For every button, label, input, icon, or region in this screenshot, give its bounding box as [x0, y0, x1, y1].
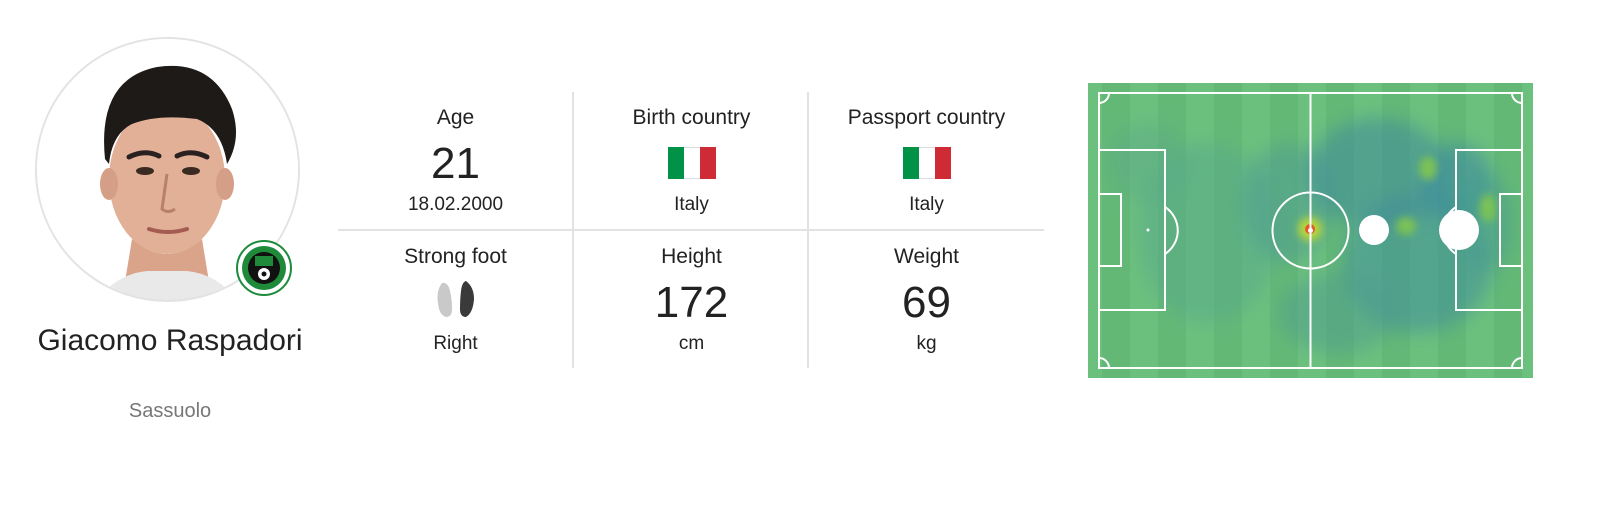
player-name: Giacomo Raspadori — [37, 324, 303, 357]
player-heatmap — [1088, 83, 1533, 378]
stat-country-name: Italy — [909, 194, 944, 215]
player-card: Giacomo Raspadori Sassuolo — [0, 0, 340, 506]
player-photo — [35, 37, 300, 302]
stat-value: 69 — [902, 278, 951, 327]
stat-age: Age 21 18.02.2000 — [338, 92, 573, 230]
heatmap-marker — [1439, 210, 1479, 250]
grid-divider-horizontal — [338, 229, 1044, 231]
stat-birth-country: Birth country Italy — [574, 92, 809, 230]
stat-label: Strong foot — [404, 245, 507, 268]
stat-label: Height — [661, 245, 722, 268]
stat-foot-value: Right — [433, 333, 478, 354]
stat-passport-country: Passport country Italy — [809, 92, 1044, 230]
sassuolo-badge-icon — [236, 240, 292, 296]
player-stats-grid: Age 21 18.02.2000 Birth country Italy Pa… — [338, 92, 1044, 368]
stat-label: Age — [436, 106, 475, 129]
stat-unit: kg — [916, 333, 937, 354]
italy-flag-icon — [668, 147, 716, 179]
stat-weight: Weight 69 kg — [809, 231, 1044, 369]
heatmap-marker — [1359, 215, 1389, 245]
stat-label: Weight — [894, 245, 959, 268]
player-club: Sassuolo — [128, 400, 212, 422]
stat-strong-foot: Strong foot Right — [338, 231, 573, 369]
stat-country-name: Italy — [674, 194, 709, 215]
stat-label: Birth country — [632, 106, 751, 129]
stat-birthdate: 18.02.2000 — [407, 194, 504, 215]
italy-flag-icon — [903, 147, 951, 179]
stat-value: 21 — [431, 139, 480, 188]
feet-icon — [434, 279, 478, 319]
stat-label: Passport country — [847, 106, 1006, 129]
stat-height: Height 172 cm — [574, 231, 809, 369]
stat-unit: cm — [678, 333, 705, 354]
stat-value: 172 — [654, 278, 729, 327]
